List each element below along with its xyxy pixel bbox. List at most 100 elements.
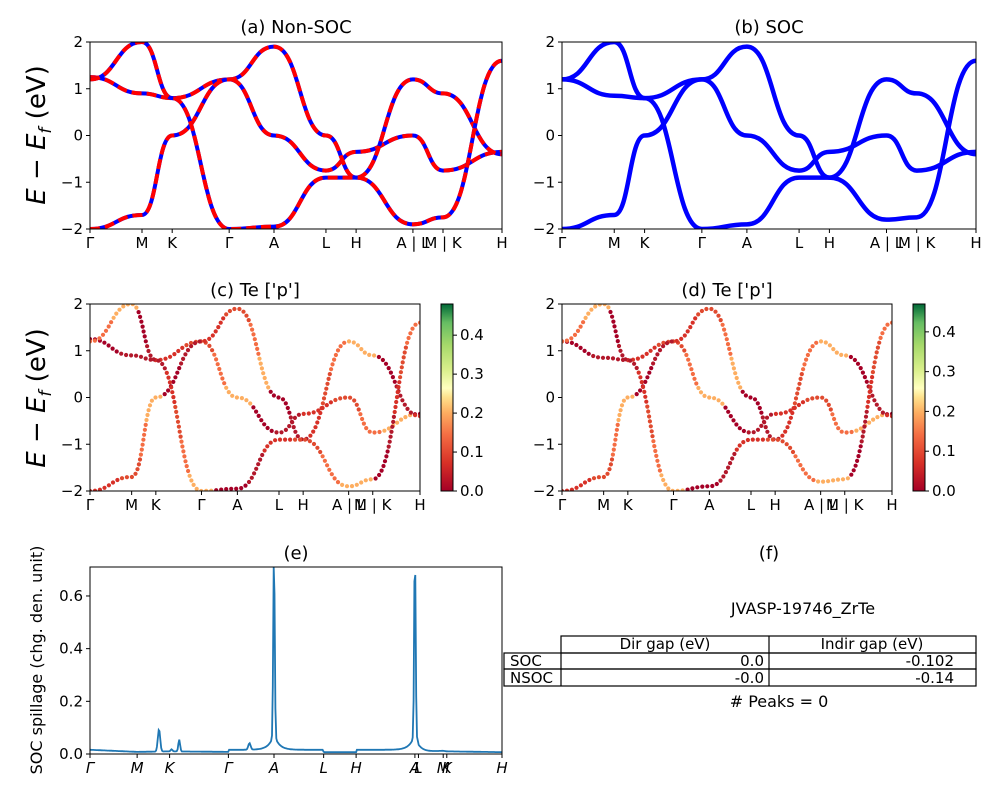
panel-d-band-2-point	[885, 322, 890, 327]
panel-c-band-1-point	[147, 403, 153, 408]
panel-c-band-2-point	[173, 404, 178, 410]
panel-c-band-2-point	[397, 380, 402, 385]
panel-b-xtick-label: K	[640, 234, 651, 252]
panel-e-xtick-label: K	[165, 759, 176, 777]
panel-c-band-0-point	[148, 357, 153, 362]
panel-c-band-0-point	[251, 405, 256, 410]
panel-c-band-1-point	[255, 346, 260, 351]
panel-d-band-2-point	[732, 451, 737, 457]
panel-c-band-1-point	[324, 386, 329, 391]
panel-d-band-0-point	[720, 401, 725, 406]
panel-c-band-1-point	[351, 340, 356, 345]
panel-c-band-1-point	[257, 356, 262, 361]
panel-d-band-1-point	[596, 475, 602, 480]
panel-d-band-0-point	[689, 367, 694, 372]
panel-d-band-2-point	[644, 399, 649, 404]
panel-d-band-2-point	[874, 350, 879, 355]
panel-c-band-1-point	[102, 485, 107, 490]
panel-c-band-2-point	[391, 414, 396, 419]
panel-d-band-1-point	[864, 379, 869, 384]
panel-a-band-2-dashed	[90, 42, 502, 229]
panel-d-band-2-point	[882, 326, 887, 331]
panel-d-band-2-point	[831, 478, 836, 483]
panel-d-band-0-point	[696, 385, 701, 391]
panel-e-xtick-label: A	[409, 759, 420, 777]
ylabel-band-mid: E − Ef (eV)	[22, 328, 56, 468]
panel-c-band-2-point	[178, 434, 183, 439]
panel-a-xtick-label: A	[269, 234, 280, 252]
panel-c-band-1-point	[244, 313, 249, 318]
panel-d-band-0-point	[723, 405, 728, 410]
panel-d-band-1-point	[870, 393, 875, 398]
panel-c-band-1-point	[171, 379, 176, 384]
panel-d-band-2-point	[870, 370, 876, 375]
panel-d-band-1-point	[759, 410, 764, 415]
panel-c-band-2-point	[399, 365, 404, 370]
panel-d-band-2-point	[816, 479, 821, 484]
panel-d-band-2-point	[870, 375, 875, 380]
panel-d-band-1-point	[679, 336, 684, 341]
panel-c-band-1-point	[327, 372, 332, 377]
panel-d-band-2-point	[612, 324, 617, 329]
panel-d-band-2-point	[741, 440, 746, 445]
panel-c-band-2-point	[387, 439, 392, 444]
panel-c-band-1-point	[323, 391, 328, 396]
panel-d-band-1-point	[807, 348, 813, 353]
panel-e-xtick-label: M	[437, 759, 450, 777]
panel-c-band-0-point	[214, 357, 219, 362]
panel-c-band-1-point	[386, 366, 391, 371]
panel-c-band-1-point	[333, 352, 338, 358]
panel-d-band-0-point	[586, 351, 591, 356]
panel-e-xtick-label: Γ	[224, 759, 234, 777]
panel-d-band-0-point	[844, 430, 849, 435]
panel-c-band-2-point	[386, 444, 391, 449]
panel-c-band-1-point	[216, 325, 221, 330]
panel-d-band-2-point	[868, 384, 873, 390]
panel-c-band-2-point	[396, 385, 401, 390]
panel-c-band-2-point	[384, 454, 389, 459]
panel-d-band-0-point	[694, 381, 699, 386]
panel-d-band-2-point	[793, 454, 798, 459]
panel-c-band-1-point	[143, 422, 148, 427]
panel-d-band-2-point	[655, 458, 660, 463]
panel-d-title: (d) Te ['p']	[681, 280, 772, 301]
panel-a-ytick-label: −1	[61, 173, 83, 191]
panel-d-band-1-point	[657, 348, 663, 353]
panel-c-band-2-point	[265, 444, 270, 449]
panel-d-band-1-point	[608, 462, 614, 467]
table-header-dir-gap: Dir gap (eV)	[620, 635, 711, 653]
panel-c-band-2-point	[363, 478, 368, 483]
panel-d-band-1-point	[767, 434, 772, 439]
panel-d-band-2-point	[800, 467, 806, 472]
panel-c-band-0-point	[399, 417, 404, 422]
panel-d-band-1-point	[618, 408, 623, 413]
panel-d-band-1-point	[862, 375, 868, 380]
svg-text:E − Ef (eV): E − Ef (eV)	[22, 328, 56, 468]
panel-c-band-1-point	[248, 322, 253, 327]
panel-d-band-2-point	[634, 365, 639, 371]
panel-c-band-2-point	[320, 454, 325, 459]
panel-d-band-2-point	[613, 329, 618, 334]
panel-d-band-2-point	[803, 471, 808, 476]
panel-c-band-1-point	[142, 432, 147, 437]
panel-c-title: (c) Te ['p']	[210, 280, 300, 301]
panel-c-band-2-point	[134, 305, 139, 310]
panel-c-band-0-point	[306, 411, 311, 416]
panel-c-band-0-point	[180, 345, 185, 350]
panel-d-band-0-point	[755, 427, 761, 432]
panel-d-band-0-point	[820, 395, 825, 400]
panel-c-xtick-label: K	[151, 496, 162, 514]
panel-c-band-1-point	[280, 397, 286, 402]
panel-c-band-1-point	[342, 340, 347, 345]
panel-d-band-2-point	[849, 472, 854, 477]
panel-d-band-1-point	[763, 425, 768, 430]
panel-c-band-1-point	[241, 309, 246, 314]
panel-d-band-1-point	[582, 480, 588, 485]
panel-c-band-2-point	[146, 348, 151, 354]
panel-d-ytick-label: −2	[533, 482, 555, 500]
panel-d-band-0-point	[731, 418, 736, 423]
ylabel-band-mid-sub: f	[36, 388, 56, 397]
panel-c-band-0-point	[265, 425, 270, 431]
panel-c-band-2-point	[262, 448, 267, 453]
panel-c-band-1-point	[146, 408, 151, 413]
